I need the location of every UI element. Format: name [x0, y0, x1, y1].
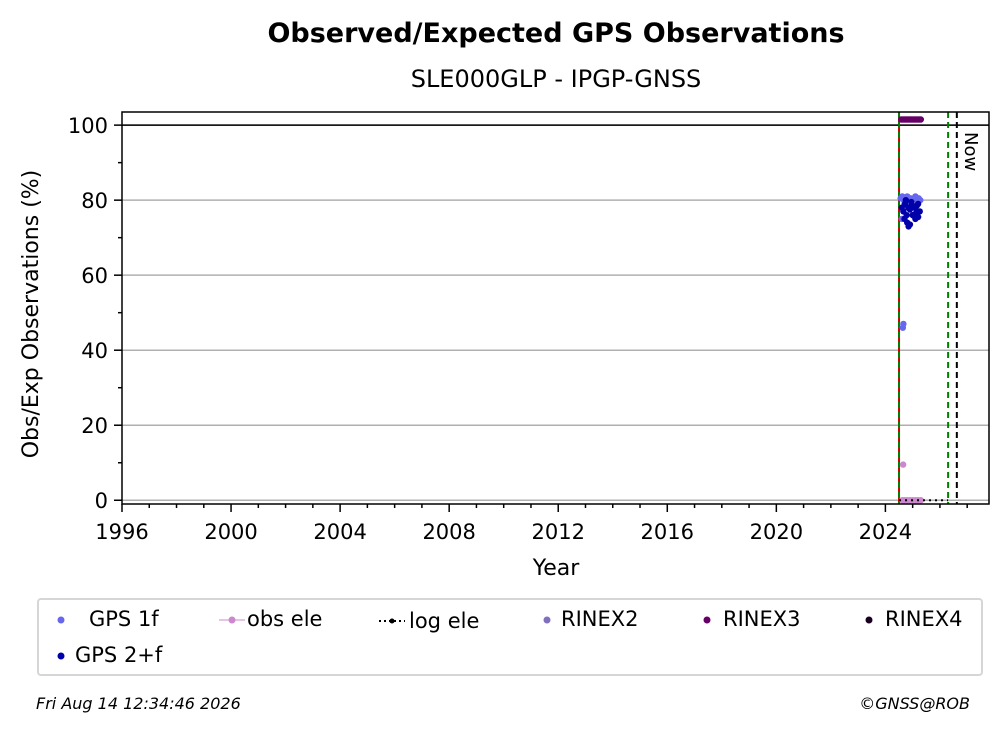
data-point [899, 461, 907, 468]
legend-marker-gps-1f [57, 616, 65, 624]
grid-layer [122, 124, 989, 501]
x-tick-label: 1996 [95, 520, 148, 544]
data-point [917, 497, 925, 504]
data-point [916, 208, 923, 215]
y-axis: 0 20 40 60 80 100 [68, 114, 122, 513]
legend: GPS 1f obs ele log ele RINEX2 RINEX3 RIN… [37, 598, 983, 676]
y-tick-label: 40 [81, 339, 108, 363]
credit: ©GNSS@ROB [859, 694, 970, 713]
chart-title: Observed/Expected GPS Observations [267, 18, 844, 49]
x-tick-label: 2012 [531, 520, 584, 544]
legend-marker-rinex4 [865, 616, 873, 624]
data-point [902, 196, 910, 204]
vertical-lines: Now [898, 112, 981, 504]
data-point [913, 202, 920, 209]
x-tick-label: 2004 [313, 520, 366, 544]
legend-label: RINEX4 [885, 607, 963, 631]
x-tick-label: 2024 [859, 520, 912, 544]
timestamp: Fri Aug 14 12:34:46 2026 [36, 694, 241, 713]
legend-marker-log-ele [379, 618, 405, 624]
y-axis-label: Obs/Exp Observations (%) [19, 170, 44, 459]
x-axis: 1996 2000 2004 2008 2012 2016 2020 2024 [95, 504, 968, 544]
legend-label: log ele [409, 609, 480, 633]
x-axis-label: Year [532, 556, 581, 581]
data-points [897, 116, 949, 504]
legend-label: obs ele [247, 607, 323, 631]
plot-frame [121, 111, 990, 505]
data-point [906, 206, 914, 213]
legend-label: RINEX2 [561, 607, 639, 631]
y-tick-label: 80 [81, 189, 108, 213]
x-tick-label: 2000 [204, 520, 257, 544]
y-tick-label: 0 [95, 489, 108, 513]
y-tick-label: 100 [68, 114, 108, 138]
data-point [914, 213, 922, 221]
x-tick-label: 2016 [641, 520, 694, 544]
legend-label: GPS 1f [89, 607, 159, 631]
x-tick-label: 2020 [750, 520, 803, 544]
now-label: Now [960, 132, 981, 171]
y-tick-label: 60 [81, 264, 108, 288]
x-tick-label: 2008 [422, 520, 475, 544]
legend-label: GPS 2+f [75, 643, 163, 667]
legend-marker-gps-2f [57, 652, 65, 660]
data-point [917, 116, 925, 123]
data-point [905, 223, 912, 230]
data-point [900, 320, 907, 328]
legend-label: RINEX3 [723, 607, 801, 631]
y-tick-label: 20 [81, 414, 108, 438]
legend-marker-rinex3 [703, 616, 711, 624]
chart-subtitle: SLE000GLP - IPGP-GNSS [411, 65, 702, 93]
legend-marker-obs-ele [219, 616, 245, 624]
legend-marker-rinex2 [543, 616, 551, 624]
data-point [908, 198, 915, 206]
